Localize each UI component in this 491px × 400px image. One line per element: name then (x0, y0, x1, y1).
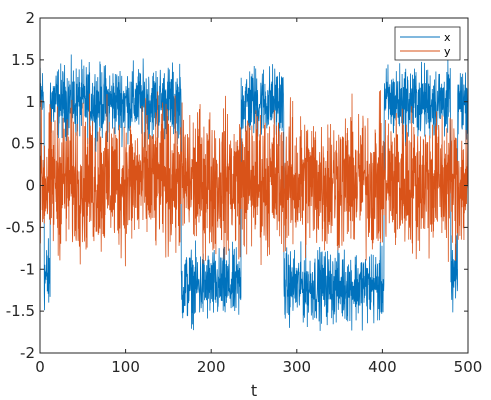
x-tick-label: 400 (368, 358, 397, 376)
ticks-layer: 0 100 200 300 400 500 -2 -1.5 -1 -0.5 0 0.5 1 1.5 2 (6, 9, 483, 376)
series-line-y (39, 90, 469, 267)
series-layer (39, 54, 469, 331)
y-tick-label: -1.5 (6, 302, 35, 320)
y-tick-label: 1.5 (11, 51, 35, 69)
y-tick-label: -1 (20, 260, 35, 278)
y-tick-label: -0.5 (6, 218, 35, 236)
x-tick-label: 100 (111, 358, 140, 376)
x-tick-label: 500 (454, 358, 483, 376)
y-tick-label: 0 (25, 177, 35, 195)
series-line-x (39, 54, 469, 331)
y-tick-label: 1 (25, 93, 35, 111)
x-tick-label: 300 (282, 358, 311, 376)
y-tick-label: 0.5 (11, 135, 35, 153)
legend: x y (394, 26, 461, 61)
x-tick-label: 200 (197, 358, 226, 376)
y-tick-label: 2 (25, 9, 35, 27)
y-tick-label: -2 (20, 344, 35, 362)
legend-box (394, 26, 461, 61)
legend-label-x: x (444, 31, 451, 44)
legend-label-y: y (444, 45, 451, 58)
x-tick-label: 0 (35, 358, 45, 376)
x-axis-label: t (251, 381, 257, 400)
